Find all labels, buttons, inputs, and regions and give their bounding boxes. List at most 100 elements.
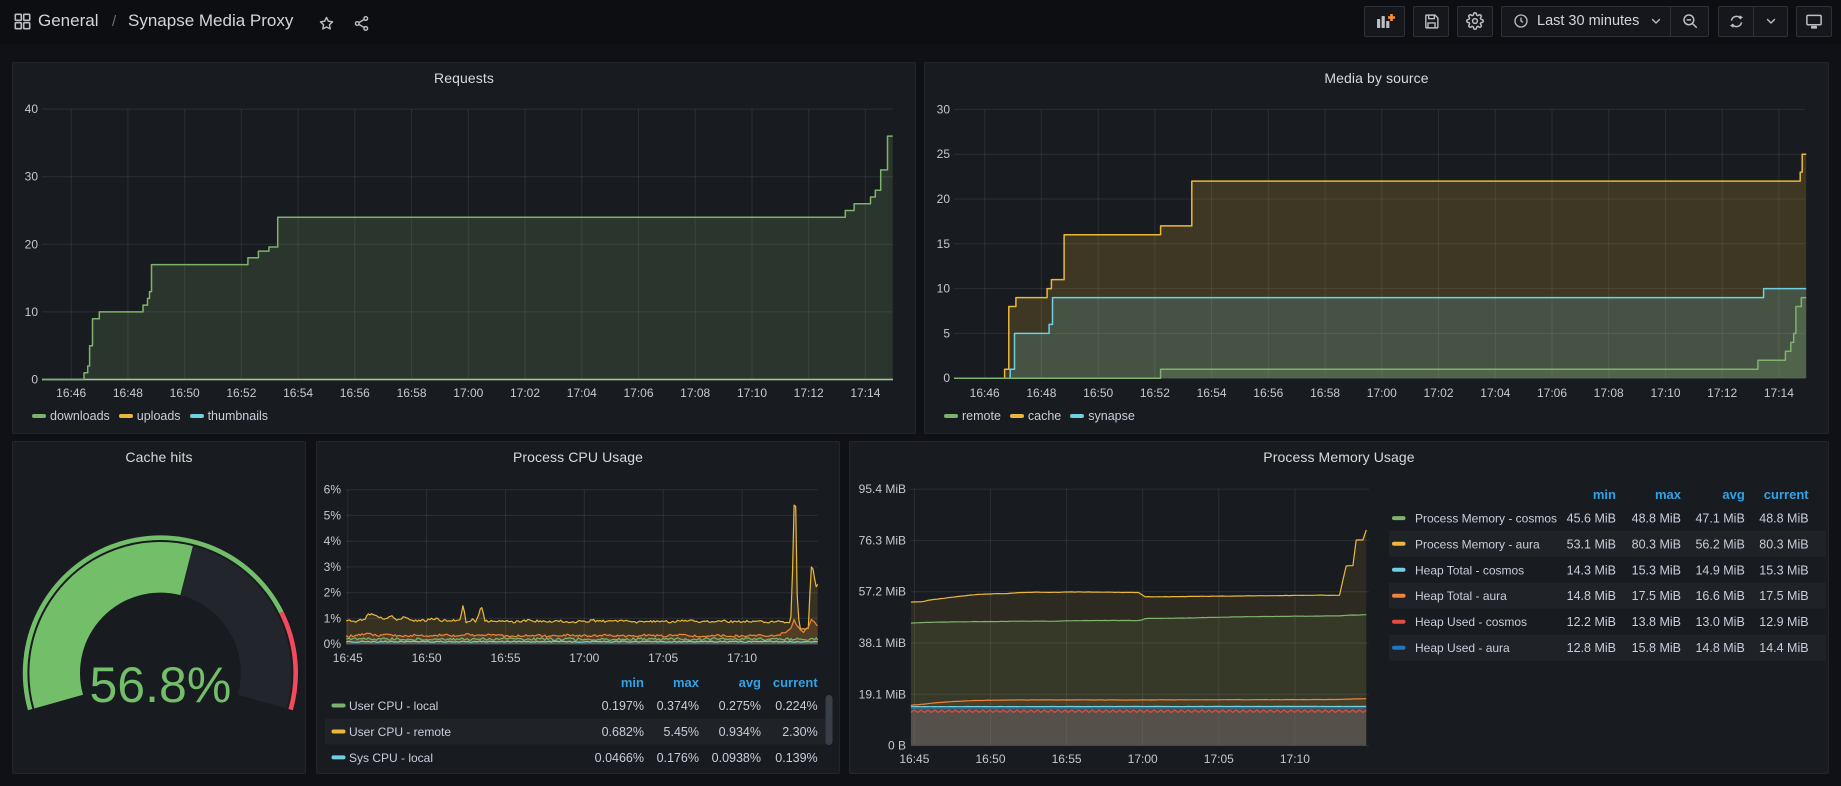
svg-text:17:04: 17:04 [1480, 386, 1510, 400]
svg-text:17:06: 17:06 [1537, 386, 1567, 400]
svg-text:56.2 MiB: 56.2 MiB [1695, 537, 1744, 551]
svg-text:15.8 MiB: 15.8 MiB [1632, 641, 1681, 655]
svg-text:14.3 MiB: 14.3 MiB [1567, 563, 1616, 577]
svg-text:16:52: 16:52 [1140, 386, 1170, 400]
svg-text:Sys CPU - local: Sys CPU - local [349, 751, 433, 765]
svg-text:0.934%: 0.934% [719, 725, 761, 739]
svg-text:Process Memory - aura: Process Memory - aura [1415, 537, 1540, 551]
svg-text:0.0466%: 0.0466% [595, 751, 644, 765]
svg-text:12.8 MiB: 12.8 MiB [1567, 641, 1616, 655]
svg-text:0: 0 [943, 371, 950, 385]
svg-text:max: max [673, 675, 700, 690]
svg-text:17:04: 17:04 [567, 386, 597, 400]
svg-text:0.224%: 0.224% [775, 699, 817, 713]
svg-text:14.4 MiB: 14.4 MiB [1759, 641, 1808, 655]
svg-text:Process Memory - cosmos: Process Memory - cosmos [1415, 512, 1557, 526]
svg-text:80.3 MiB: 80.3 MiB [1759, 537, 1808, 551]
svg-text:16:54: 16:54 [283, 386, 313, 400]
svg-text:2.30%: 2.30% [782, 725, 817, 739]
svg-text:95.4 MiB: 95.4 MiB [859, 482, 906, 496]
svg-text:13.8 MiB: 13.8 MiB [1632, 615, 1681, 629]
svg-text:56.8%: 56.8% [90, 657, 232, 713]
svg-text:Heap Total - aura: Heap Total - aura [1415, 589, 1507, 603]
svg-text:80.3 MiB: 80.3 MiB [1632, 537, 1681, 551]
svg-text:17:00: 17:00 [453, 386, 483, 400]
svg-text:16:54: 16:54 [1197, 386, 1227, 400]
svg-text:0.374%: 0.374% [657, 699, 699, 713]
svg-text:16:56: 16:56 [340, 386, 370, 400]
svg-text:38.1 MiB: 38.1 MiB [859, 636, 906, 650]
svg-text:20: 20 [25, 237, 39, 251]
svg-text:17:10: 17:10 [1650, 386, 1680, 400]
svg-text:30: 30 [937, 102, 951, 116]
svg-text:17:05: 17:05 [648, 651, 678, 665]
svg-text:14.8 MiB: 14.8 MiB [1695, 641, 1744, 655]
svg-text:16.6 MiB: 16.6 MiB [1695, 589, 1744, 603]
svg-text:Heap Used - aura: Heap Used - aura [1415, 641, 1510, 655]
svg-text:0.197%: 0.197% [602, 699, 644, 713]
svg-text:max: max [1655, 487, 1682, 502]
svg-text:17:12: 17:12 [1707, 386, 1737, 400]
svg-text:10: 10 [937, 282, 951, 296]
svg-text:5: 5 [943, 326, 950, 340]
svg-text:19.1 MiB: 19.1 MiB [859, 687, 906, 701]
svg-text:13.0 MiB: 13.0 MiB [1695, 615, 1744, 629]
svg-text:current: current [773, 675, 818, 690]
svg-text:16:50: 16:50 [170, 386, 200, 400]
svg-text:0.139%: 0.139% [775, 751, 817, 765]
svg-text:16:58: 16:58 [1310, 386, 1340, 400]
svg-text:17:02: 17:02 [1423, 386, 1453, 400]
svg-text:15.3 MiB: 15.3 MiB [1759, 563, 1808, 577]
svg-text:17:10: 17:10 [1280, 752, 1310, 766]
svg-text:4%: 4% [324, 534, 342, 548]
svg-text:avg: avg [1722, 487, 1744, 502]
svg-text:16:50: 16:50 [975, 752, 1005, 766]
svg-text:17:14: 17:14 [850, 386, 880, 400]
svg-text:0: 0 [31, 373, 38, 387]
svg-text:16:58: 16:58 [397, 386, 427, 400]
svg-text:17:14: 17:14 [1764, 386, 1794, 400]
svg-text:16:50: 16:50 [1083, 386, 1113, 400]
svg-text:1%: 1% [324, 611, 342, 625]
svg-text:17:00: 17:00 [1367, 386, 1397, 400]
svg-text:16:45: 16:45 [899, 752, 929, 766]
svg-text:0.176%: 0.176% [657, 751, 699, 765]
svg-text:min: min [1593, 487, 1616, 502]
svg-text:6%: 6% [324, 483, 342, 497]
svg-text:76.3 MiB: 76.3 MiB [859, 533, 906, 547]
svg-text:0 B: 0 B [888, 739, 906, 753]
svg-text:16:46: 16:46 [970, 386, 1000, 400]
svg-text:15: 15 [937, 237, 951, 251]
svg-text:16:48: 16:48 [1026, 386, 1056, 400]
svg-text:16:45: 16:45 [333, 651, 363, 665]
svg-text:0.0938%: 0.0938% [712, 751, 761, 765]
svg-text:17:08: 17:08 [680, 386, 710, 400]
svg-text:15.3 MiB: 15.3 MiB [1632, 563, 1681, 577]
svg-text:17.5 MiB: 17.5 MiB [1632, 589, 1681, 603]
svg-text:User CPU - local: User CPU - local [349, 699, 438, 713]
svg-text:12.9 MiB: 12.9 MiB [1759, 615, 1808, 629]
svg-text:47.1 MiB: 47.1 MiB [1695, 512, 1744, 526]
svg-text:17:00: 17:00 [569, 651, 599, 665]
svg-text:17:00: 17:00 [1128, 752, 1158, 766]
svg-text:30: 30 [25, 170, 39, 184]
svg-text:14.9 MiB: 14.9 MiB [1695, 563, 1744, 577]
svg-text:40: 40 [25, 102, 39, 116]
svg-text:17:06: 17:06 [623, 386, 653, 400]
svg-text:3%: 3% [324, 560, 342, 574]
svg-text:17:10: 17:10 [737, 386, 767, 400]
svg-text:17:12: 17:12 [794, 386, 824, 400]
svg-text:48.8 MiB: 48.8 MiB [1632, 512, 1681, 526]
svg-text:57.2 MiB: 57.2 MiB [859, 585, 906, 599]
svg-text:16:52: 16:52 [226, 386, 256, 400]
svg-text:16:56: 16:56 [1253, 386, 1283, 400]
svg-text:0.682%: 0.682% [602, 725, 644, 739]
svg-text:17:08: 17:08 [1594, 386, 1624, 400]
svg-text:0.275%: 0.275% [719, 699, 761, 713]
svg-text:53.1 MiB: 53.1 MiB [1567, 537, 1616, 551]
svg-text:14.8 MiB: 14.8 MiB [1567, 589, 1616, 603]
svg-text:2%: 2% [324, 586, 342, 600]
svg-text:45.6 MiB: 45.6 MiB [1567, 512, 1616, 526]
svg-text:20: 20 [937, 192, 951, 206]
svg-text:16:55: 16:55 [490, 651, 520, 665]
